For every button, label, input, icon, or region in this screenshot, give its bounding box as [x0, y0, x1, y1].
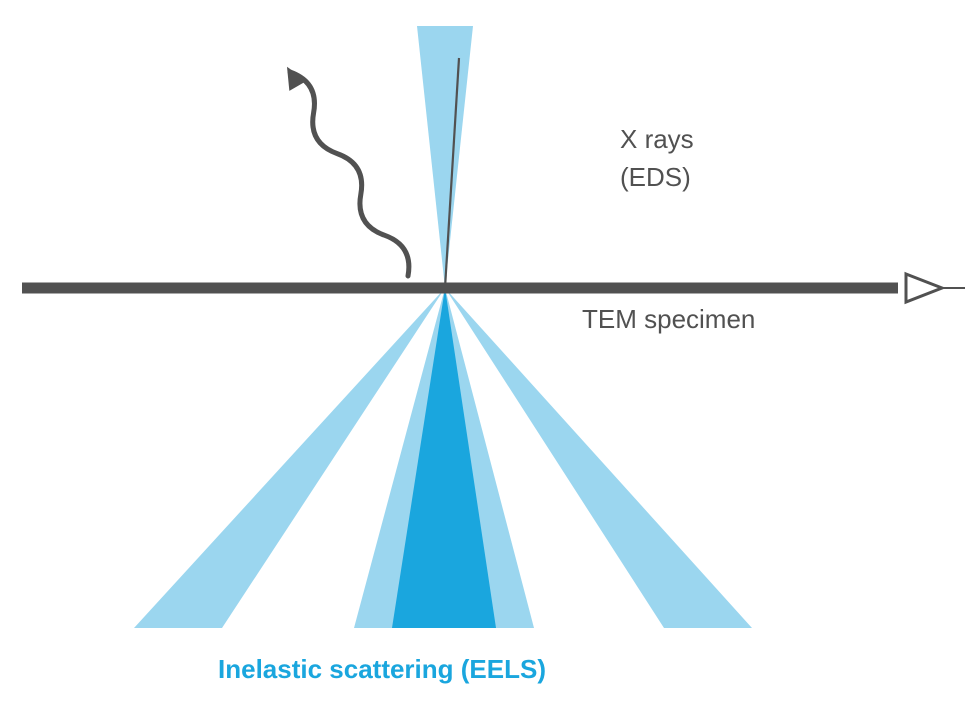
xray-wave	[290, 72, 409, 276]
inelastic-scattering-label: Inelastic scattering (EELS)	[218, 654, 546, 685]
incident-beam-cone	[417, 26, 473, 288]
tem-scattering-diagram	[0, 0, 965, 724]
specimen-arrowhead	[906, 274, 942, 302]
tem-specimen-label: TEM specimen	[582, 304, 755, 335]
xrays-label-line1: X rays	[620, 124, 694, 155]
xray-arrowhead	[287, 67, 307, 91]
xrays-label-line2: (EDS)	[620, 162, 691, 193]
